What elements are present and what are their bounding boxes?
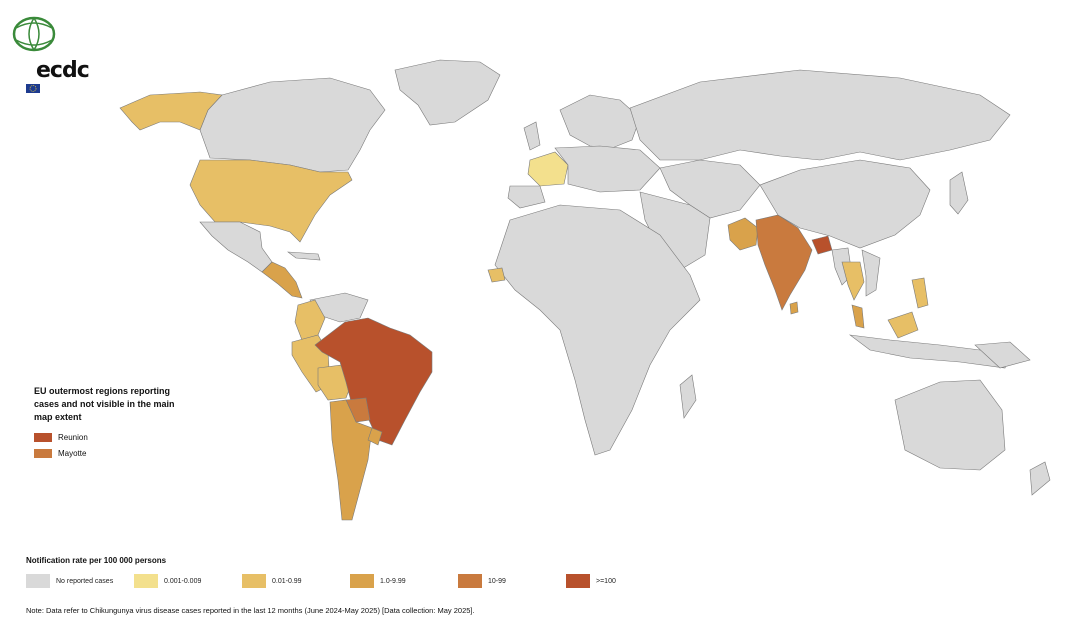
region-west-africa-senegal: [487, 267, 506, 283]
region-thailand: [841, 261, 865, 301]
footnote: Note: Data refer to Chikungunya virus di…: [26, 606, 475, 615]
region-alaska: [119, 91, 223, 131]
region-papua: [974, 341, 1031, 369]
region-france: [527, 151, 569, 187]
globe-icon: [12, 16, 56, 52]
region-philippines: [911, 277, 929, 309]
region-vietnam: [861, 249, 881, 297]
legend-swatch: [134, 574, 158, 588]
region-japan: [949, 171, 969, 215]
inset-item-mayotte: Mayotte: [34, 446, 214, 460]
legend-item-c4: 10-99: [458, 574, 566, 588]
logo-text: ecdc: [36, 58, 90, 83]
legend: No reported cases 0.001-0.009 0.01-0.99 …: [26, 574, 674, 588]
region-malaysia: [851, 304, 865, 329]
region-india: [755, 214, 813, 311]
inset-item-reunion: Reunion: [34, 430, 214, 444]
region-australia: [894, 379, 1006, 471]
region-africa: [494, 204, 701, 456]
region-pakistan: [727, 217, 759, 251]
region-bangladesh: [811, 235, 833, 255]
region-mexico: [199, 221, 273, 273]
region-greenland: [394, 59, 501, 126]
legend-swatch: [242, 574, 266, 588]
region-middle-east: [639, 191, 711, 271]
region-uk: [523, 121, 541, 151]
region-brazil: [314, 317, 433, 446]
legend-swatch: [26, 574, 50, 588]
legend-item-c3: 1.0-9.99: [350, 574, 458, 588]
region-usa: [189, 159, 353, 243]
legend-swatch: [458, 574, 482, 588]
legend-item-c5: >=100: [566, 574, 674, 588]
region-europe-north: [559, 94, 641, 149]
region-canada: [199, 77, 386, 173]
legend-title: Notification rate per 100 000 persons: [26, 556, 167, 565]
ecdc-logo: ecdc: [10, 14, 90, 93]
region-china: [759, 159, 931, 249]
inset-outermost-regions: EU outermost regions reporting cases and…: [34, 385, 214, 462]
region-sri-lanka: [789, 301, 799, 315]
region-central-america: [261, 261, 303, 299]
region-new-zealand: [1029, 461, 1051, 496]
legend-item-c2: 0.01-0.99: [242, 574, 350, 588]
region-iberia: [507, 185, 546, 209]
inset-swatch-mayotte: [34, 448, 52, 458]
inset-title: EU outermost regions reporting cases and…: [34, 386, 175, 422]
legend-swatch: [350, 574, 374, 588]
region-russia: [629, 69, 1011, 161]
region-europe-central: [554, 145, 661, 193]
region-uruguay: [367, 427, 383, 446]
inset-swatch-reunion: [34, 432, 52, 442]
legend-item-c1: 0.001-0.009: [134, 574, 242, 588]
legend-swatch: [566, 574, 590, 588]
region-argentina: [329, 399, 373, 521]
eu-flag-icon: [26, 84, 40, 93]
region-borneo: [887, 311, 919, 339]
legend-item-no-reported: No reported cases: [26, 574, 134, 588]
region-madagascar: [679, 374, 697, 419]
region-cuba: [287, 251, 321, 261]
region-central-asia: [659, 159, 761, 219]
